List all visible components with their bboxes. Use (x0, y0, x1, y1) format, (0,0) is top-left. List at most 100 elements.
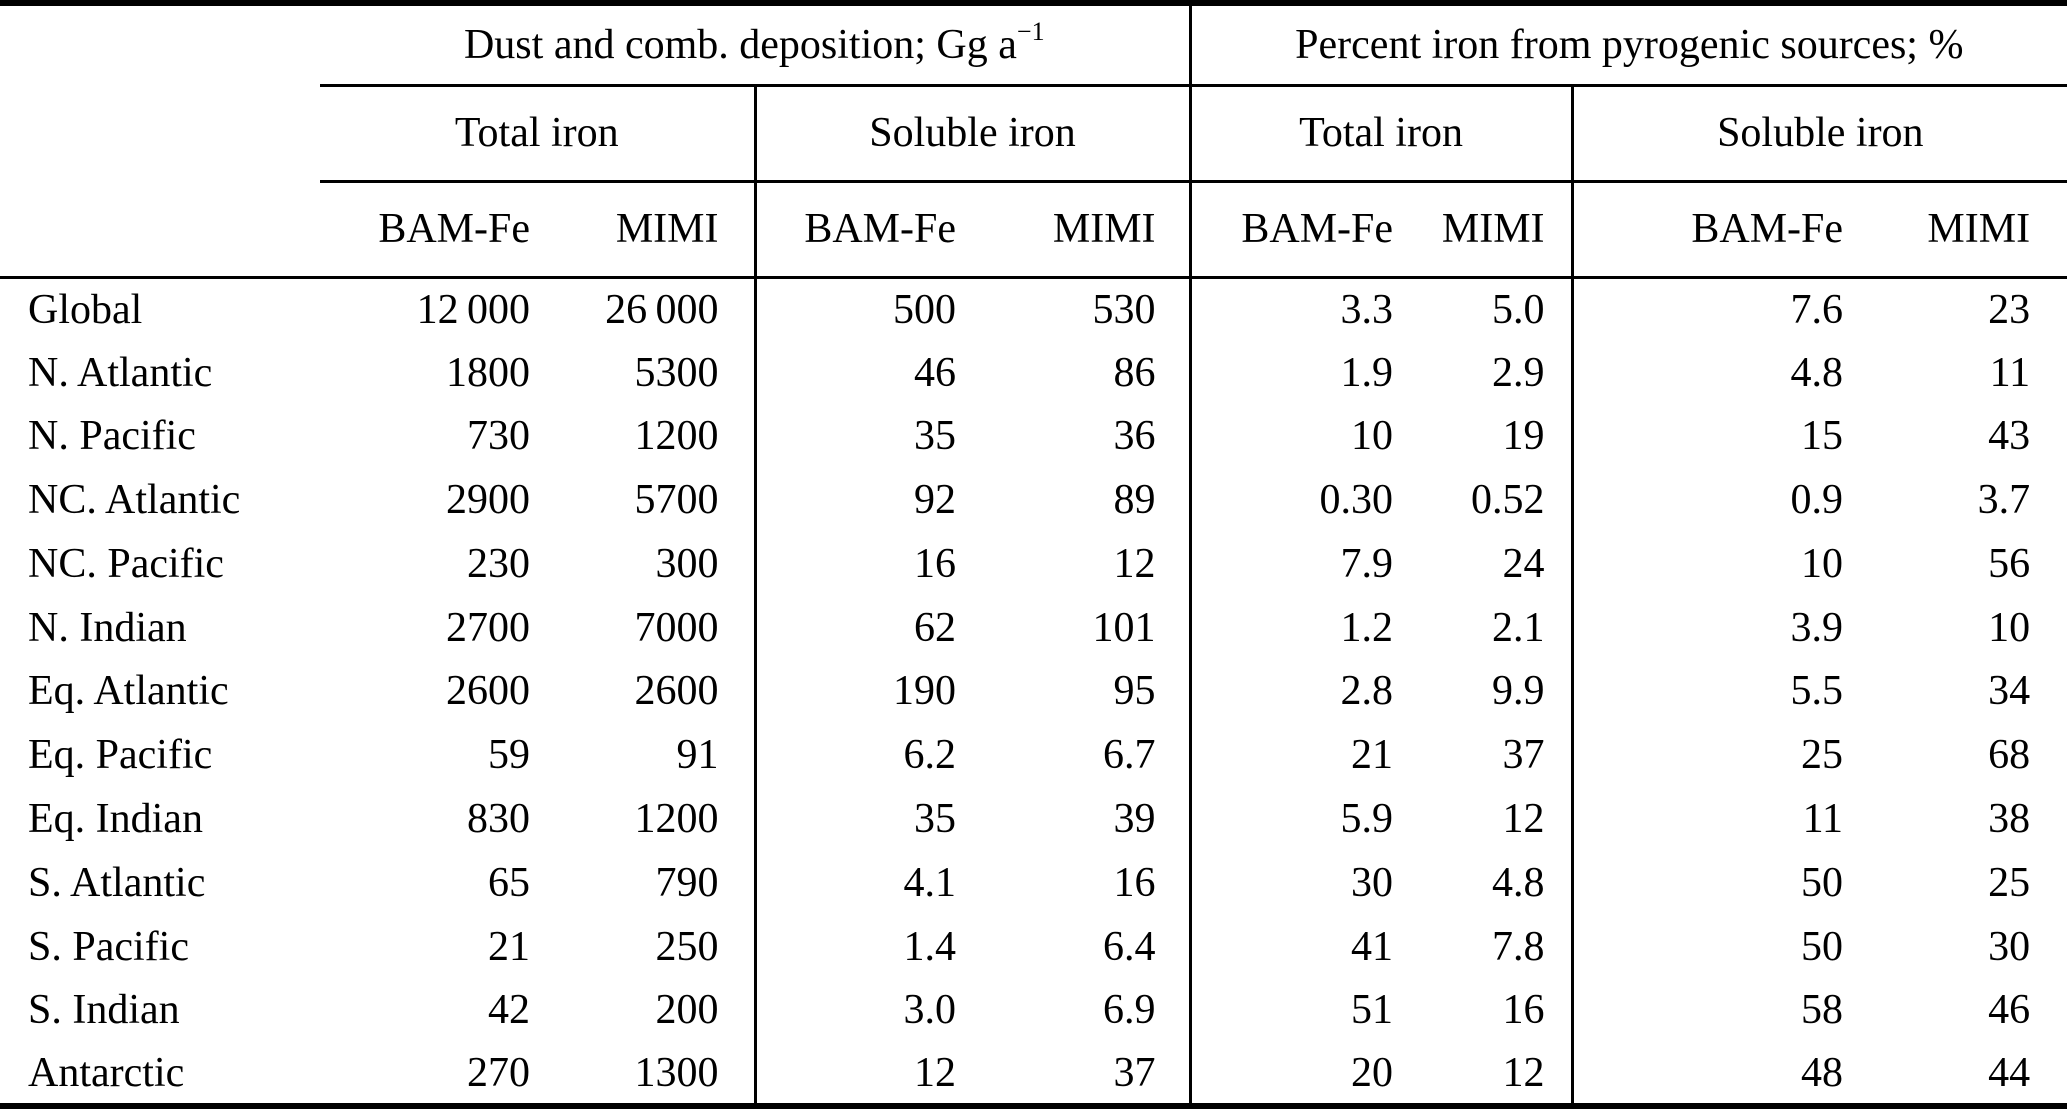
row-label: Antarctic (0, 1042, 320, 1109)
table-cell: 2700 (446, 604, 530, 651)
table-cell: 19 (1502, 413, 1545, 460)
table-cell: 21 (488, 923, 530, 970)
table-cell: 3.0 (753, 978, 986, 1043)
group-header-total-iron-percent: Total iron (1188, 85, 1573, 183)
table-cell: 790 (655, 859, 719, 906)
table-cell: 6.2 (753, 723, 986, 788)
table-cell: 3.7 (1977, 477, 2031, 524)
table-cell: 39 (1113, 796, 1156, 842)
table-cell: 10 (1188, 404, 1424, 469)
table-cell: 23 (1988, 286, 2031, 333)
table-cell: 4.8 (1492, 859, 1545, 906)
table-cell: 34 (1988, 668, 2031, 715)
header-blank (0, 85, 320, 181)
table-cell: 12 000 (416, 286, 530, 333)
table-cell: 5.9 (1188, 787, 1424, 851)
table-cell: 65 (488, 859, 530, 906)
table-cell: 1200 (634, 413, 719, 460)
table-cell: 300 (655, 540, 719, 587)
table-cell: 36 (1113, 413, 1156, 460)
table-cell: 30 (1988, 923, 2031, 970)
model-header-bam-fe: BAM-Fe (1570, 181, 1874, 279)
table-cell: 91 (676, 732, 719, 779)
table-row-nc-pacific: NC. Pacific 230 300 16 12 7.9 24 10 56 (0, 532, 2067, 596)
table-cell: 1.9 (1188, 340, 1424, 405)
table-cell: 20 (1188, 1042, 1424, 1109)
table-cell: 42 (488, 987, 530, 1034)
section-title-percent-pyrogenic: Percent iron from pyrogenic sources; % (1295, 21, 1964, 68)
row-label: NC. Pacific (28, 540, 224, 587)
table-cell: 95 (1113, 668, 1156, 715)
group-header-soluble-iron-deposition: Soluble iron (753, 85, 1191, 183)
table-row-global: Global 12 000 26 000 500 530 3.3 5.0 7.6… (0, 277, 2067, 341)
table-cell: 4.1 (753, 850, 986, 915)
table-cell: 92 (753, 468, 986, 533)
table-cell: 50 (1570, 850, 1874, 915)
table-cell: 35 (753, 787, 986, 851)
table-cell: 35 (753, 404, 986, 469)
table-cell: 7.9 (1188, 532, 1424, 596)
model-header-bam-fe: BAM-Fe (320, 181, 560, 279)
table-cell: 44 (1873, 1042, 2067, 1109)
model-header-bam-fe: BAM-Fe (753, 181, 986, 279)
table-cell: 11 (1570, 787, 1874, 851)
table-cell: 1800 (446, 349, 530, 396)
table-cell: 10 (1570, 532, 1874, 596)
table-row-n-pacific: N. Pacific 730 1200 35 36 10 19 15 43 (0, 404, 2067, 469)
table-cell: 12 (1113, 540, 1156, 587)
table-cell: 56 (1988, 540, 2031, 587)
table-cell: 101 (1092, 604, 1156, 651)
model-header-mimi: MIMI (560, 181, 755, 279)
row-label: Eq. Atlantic (28, 668, 229, 715)
section-title-deposition: Dust and comb. deposition; Gg a (463, 21, 1017, 68)
row-label: N. Atlantic (28, 349, 213, 396)
table-cell: 58 (1570, 978, 1874, 1043)
table-cell: 270 (320, 1042, 560, 1109)
table-cell: 25 (1988, 859, 2031, 906)
table-row-s-pacific: S. Pacific 21 250 1.4 6.4 41 7.8 50 30 (0, 914, 2067, 979)
header-row-groups: Total iron Soluble iron Total iron Solub… (0, 85, 2067, 183)
row-label: S. Atlantic (28, 859, 206, 906)
table-row-eq-pacific: Eq. Pacific 59 91 6.2 6.7 21 37 25 68 (0, 723, 2067, 788)
table-cell: 68 (1988, 732, 2031, 779)
group-header-soluble-iron-percent: Soluble iron (1570, 85, 2067, 183)
table-cell: 21 (1188, 723, 1424, 788)
table-cell: 25 (1570, 723, 1874, 788)
table-cell: 1.2 (1188, 595, 1424, 660)
model-header-mimi: MIMI (986, 181, 1191, 279)
table-cell: 1.4 (753, 914, 986, 979)
table-cell: 0.52 (1471, 477, 1545, 524)
table-row-eq-indian: Eq. Indian 830 1200 35 39 5.9 12 11 38 (0, 787, 2067, 851)
group-header-total-iron-deposition: Total iron (320, 85, 755, 183)
table-cell: 86 (1113, 349, 1156, 396)
table-cell: 5300 (634, 349, 719, 396)
table-row-eq-atlantic: Eq. Atlantic 2600 2600 190 95 2.8 9.9 5.… (0, 659, 2067, 724)
table-cell: 12 (753, 1042, 986, 1109)
table-cell: 2900 (446, 477, 530, 524)
table-cell: 4.8 (1570, 340, 1874, 405)
section-header-deposition: Dust and comb. deposition; Gg a−1 (320, 0, 1191, 87)
table-cell: 50 (1570, 914, 1874, 979)
table-cell: 62 (753, 595, 986, 660)
table-cell: 16 (753, 532, 986, 596)
table-cell: 2600 (634, 668, 719, 715)
table-cell: 6.7 (1103, 732, 1156, 779)
table-cell: 46 (1988, 987, 2031, 1034)
table-cell: 41 (1188, 914, 1424, 979)
table-row-s-indian: S. Indian 42 200 3.0 6.9 51 16 58 46 (0, 978, 2067, 1043)
table-cell: 26 000 (605, 286, 719, 333)
table-cell: 38 (1988, 796, 2031, 842)
table-cell: 30 (1188, 850, 1424, 915)
row-label: NC. Atlantic (28, 477, 241, 524)
table-cell: 16 (1113, 859, 1156, 906)
header-corner-blank (0, 0, 320, 85)
table-row-antarctic: Antarctic 270 1300 12 37 20 12 48 44 (0, 1042, 2067, 1109)
row-label: Global (28, 286, 143, 333)
table-cell: 43 (1988, 413, 2031, 460)
table-cell: 11 (1989, 349, 2031, 396)
row-label: S. Pacific (28, 923, 189, 970)
table-row-n-indian: N. Indian 2700 7000 62 101 1.2 2.1 3.9 1… (0, 595, 2067, 660)
row-label: N. Pacific (28, 413, 196, 460)
table-row-n-atlantic: N. Atlantic 1800 5300 46 86 1.9 2.9 4.8 … (0, 340, 2067, 405)
table-cell: 6.9 (1103, 987, 1156, 1034)
